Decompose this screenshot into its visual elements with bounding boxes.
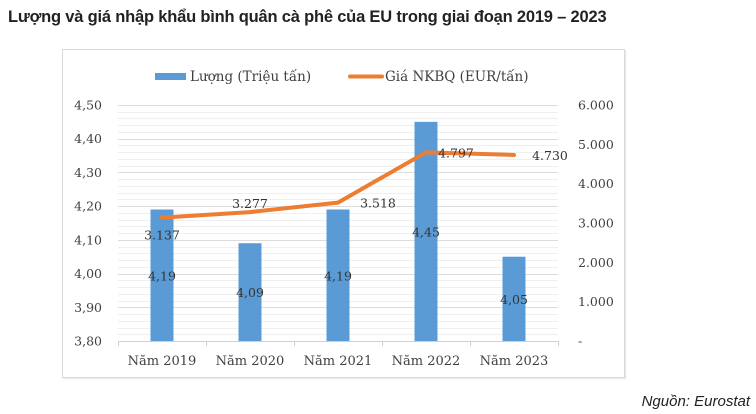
legend-label-bar: Lượng (Triệu tấn) — [190, 69, 311, 85]
bar-data-label: 4,05 — [500, 292, 528, 307]
line-data-label: 3.277 — [232, 196, 268, 211]
bar — [414, 121, 438, 341]
left-axis-tick-label: 4,20 — [74, 199, 102, 214]
legend-swatch-bar — [155, 73, 186, 80]
price-line — [160, 150, 516, 220]
x-axis-tick-label: Năm 2022 — [392, 354, 461, 369]
line-data-label: 4.797 — [438, 145, 474, 160]
left-axis-tick-label: 4,00 — [74, 266, 102, 281]
line-data-label: 4.730 — [532, 148, 568, 163]
line-data-label: 3.137 — [144, 228, 180, 243]
chart-frame — [62, 49, 625, 378]
bar — [150, 209, 174, 341]
right-axis-tick-label: 4.000 — [578, 176, 614, 191]
bar — [502, 256, 526, 341]
x-axis-tick-label: Năm 2019 — [128, 354, 197, 369]
right-axis-tick-label: 2.000 — [578, 255, 614, 270]
left-axis-tick-label: 4,50 — [74, 98, 102, 113]
axes: 3,80 3,90 4,00 4,10 4,20 4,30 4,40 4,50 - 1.000 2.… — [74, 98, 614, 370]
bar-data-label: 4,45 — [412, 224, 440, 239]
left-axis-tick-label: 3,90 — [74, 300, 102, 315]
right-axis-tick-label: 6.000 — [578, 98, 614, 113]
right-axis-tick-label: 5.000 — [578, 137, 614, 152]
legend-label-line: Giá NKBQ (EUR/tấn) — [385, 69, 529, 85]
bar-data-label: 4,09 — [236, 285, 264, 300]
x-axis-tick-label: Năm 2021 — [304, 354, 373, 369]
right-axis-tick-label: 3.000 — [578, 216, 614, 231]
bar-data-label: 4,19 — [148, 268, 176, 283]
left-axis-tick-label: 4,10 — [74, 232, 102, 247]
data-labels: 4,19 4,09 4,19 4,45 4,05 3.137 3.277 3.518 4.797… — [144, 145, 568, 307]
bar-series — [150, 121, 526, 341]
x-axis-tick-label: Năm 2023 — [480, 354, 549, 369]
source-note: Nguồn: Eurostat — [641, 393, 750, 410]
bar-data-label: 4,19 — [324, 268, 352, 283]
right-axis-tick-label: 1.000 — [578, 294, 614, 309]
bar — [326, 209, 350, 341]
left-axis-tick-label: 4,40 — [74, 131, 102, 146]
x-axis-tick-label: Năm 2020 — [216, 354, 285, 369]
right-axis-tick-label: - — [578, 334, 582, 349]
left-axis-tick-label: 4,30 — [74, 165, 102, 180]
left-axis-tick-label: 3,80 — [74, 334, 102, 349]
line-series — [160, 150, 516, 220]
bar — [238, 243, 262, 341]
line-data-label: 3.518 — [360, 196, 396, 211]
chart-title: Lượng và giá nhập khẩu bình quân cà phê … — [8, 8, 607, 26]
legend: Lượng (Triệu tấn) Giá NKBQ (EUR/tấn) — [155, 69, 529, 85]
